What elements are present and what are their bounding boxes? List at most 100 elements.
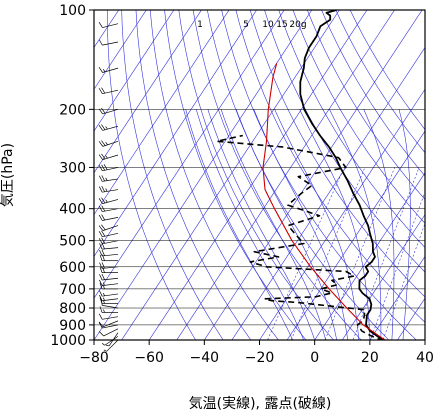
- y-tick-label: 300: [59, 160, 86, 176]
- wind-barb-flag: [99, 294, 103, 301]
- wind-barb: [98, 322, 119, 329]
- y-tick-label: 500: [59, 234, 86, 250]
- wind-barb-half-flag: [103, 300, 105, 304]
- dry-adiabat-line: [235, 10, 425, 323]
- wind-barb-flag: [98, 198, 103, 204]
- wind-barb-half-flag: [105, 155, 108, 159]
- wind-barb-half-flag: [103, 349, 107, 352]
- isotherm-line: [369, 255, 425, 340]
- wind-barb-staff: [102, 140, 119, 147]
- wind-barb-flag: [99, 262, 103, 269]
- moist-adiabat-line: [329, 109, 382, 340]
- wind-barb-flag: [101, 214, 106, 221]
- dry-adiabat-line: [278, 10, 425, 248]
- wind-barb-flag: [101, 237, 106, 244]
- plot-frame: [93, 9, 426, 341]
- x-tick-label: 40: [416, 350, 434, 366]
- wind-barb: [99, 249, 119, 257]
- wind-barbs: [98, 22, 119, 352]
- wind-barb-flag: [101, 224, 106, 231]
- isotherm-line: [94, 10, 175, 132]
- wind-barb-staff: [102, 189, 119, 193]
- dry-adiabat-line: [264, 10, 425, 273]
- wind-barb: [99, 242, 119, 250]
- dry-adiabat-line: [321, 10, 425, 177]
- isotherm-line: [231, 46, 425, 340]
- wind-barb: [99, 294, 119, 302]
- dry-adiabat-line: [107, 10, 196, 340]
- dry-adiabat-line: [121, 10, 224, 340]
- isotherm-line: [176, 10, 395, 340]
- wind-barb-flag: [98, 141, 104, 147]
- isotherm-line: [94, 10, 285, 299]
- wind-barb-staff: [102, 240, 119, 245]
- wind-barb: [98, 39, 119, 46]
- wind-barb-staff: [102, 232, 119, 238]
- wind-barb-staff: [102, 293, 119, 297]
- wind-barb-staff: [102, 277, 119, 281]
- dry-adiabat-line: [178, 10, 334, 340]
- dewpoint-line: [216, 134, 384, 340]
- wind-barb-flag: [98, 175, 103, 182]
- wind-barb: [99, 290, 119, 297]
- wind-barb: [98, 186, 119, 193]
- wind-barb-flag: [98, 67, 103, 73]
- wind-barb-flag: [98, 39, 103, 46]
- wind-barb-staff: [102, 283, 119, 287]
- wind-barb: [98, 320, 119, 328]
- isotherm-line: [94, 10, 257, 257]
- y-tick-label: 200: [59, 102, 86, 118]
- wind-barb-staff: [104, 336, 119, 346]
- mixing-ratio-line: [290, 167, 366, 340]
- wind-barb: [103, 339, 119, 352]
- wind-barb: [99, 297, 118, 304]
- x-axis-title: 気温(実線), 露点(破線): [189, 396, 332, 412]
- y-tick-label: 400: [59, 202, 86, 218]
- wind-barb-flag: [101, 197, 106, 204]
- mixing-ratio-labels: 1 5 10 15 20g: [197, 20, 306, 30]
- wind-barb-flag: [98, 108, 103, 115]
- isotherm-line: [94, 10, 230, 216]
- mixing-ratio-label: 20g: [289, 20, 306, 30]
- wind-barb-staff: [102, 266, 119, 269]
- dry-adiabat-line: [292, 10, 425, 224]
- mixing-ratio-label: 15: [276, 20, 287, 30]
- wind-barb: [98, 22, 119, 28]
- wind-barb-staff: [102, 41, 119, 46]
- wind-barb-flag: [98, 165, 103, 171]
- dry-adiabat-line: [335, 10, 425, 154]
- wind-barb-staff: [102, 316, 119, 320]
- wind-barb-flag: [98, 322, 103, 329]
- wind-barb: [105, 332, 119, 347]
- wind-barb-flag: [98, 238, 103, 244]
- wind-barb: [98, 224, 119, 231]
- wind-barb-flag: [101, 175, 105, 182]
- wind-barb-half-flag: [105, 188, 108, 192]
- wind-barb: [101, 336, 119, 346]
- y-tick-label: 800: [59, 301, 86, 317]
- wind-barb: [98, 237, 119, 245]
- wind-barb: [99, 273, 119, 281]
- wind-barb: [98, 107, 119, 115]
- parcel-path-line: [262, 63, 386, 340]
- dry-adiabat-line: [135, 10, 252, 340]
- wind-barb-flag: [99, 297, 103, 304]
- wind-barb-flag: [101, 273, 105, 280]
- wind-barb-staff: [102, 178, 119, 182]
- wind-barb-flag: [98, 331, 104, 337]
- mixing-ratio-line: [382, 222, 425, 340]
- wind-barb-staff: [102, 154, 119, 161]
- wind-barb-half-flag: [103, 285, 105, 289]
- wind-barb-staff: [102, 125, 119, 131]
- wind-barb: [99, 282, 118, 290]
- wind-barb-staff: [102, 298, 119, 302]
- mixing-ratio-line: [267, 167, 345, 340]
- wind-barb-staff: [102, 109, 119, 115]
- temperature-line: [299, 10, 387, 340]
- wind-barb-flag: [99, 290, 103, 297]
- wind-barb-staff: [102, 199, 119, 204]
- wind-barb: [98, 175, 119, 182]
- y-tick-label: 600: [59, 260, 86, 276]
- wind-barb-flag: [99, 266, 103, 273]
- wind-barb-staff: [102, 324, 119, 329]
